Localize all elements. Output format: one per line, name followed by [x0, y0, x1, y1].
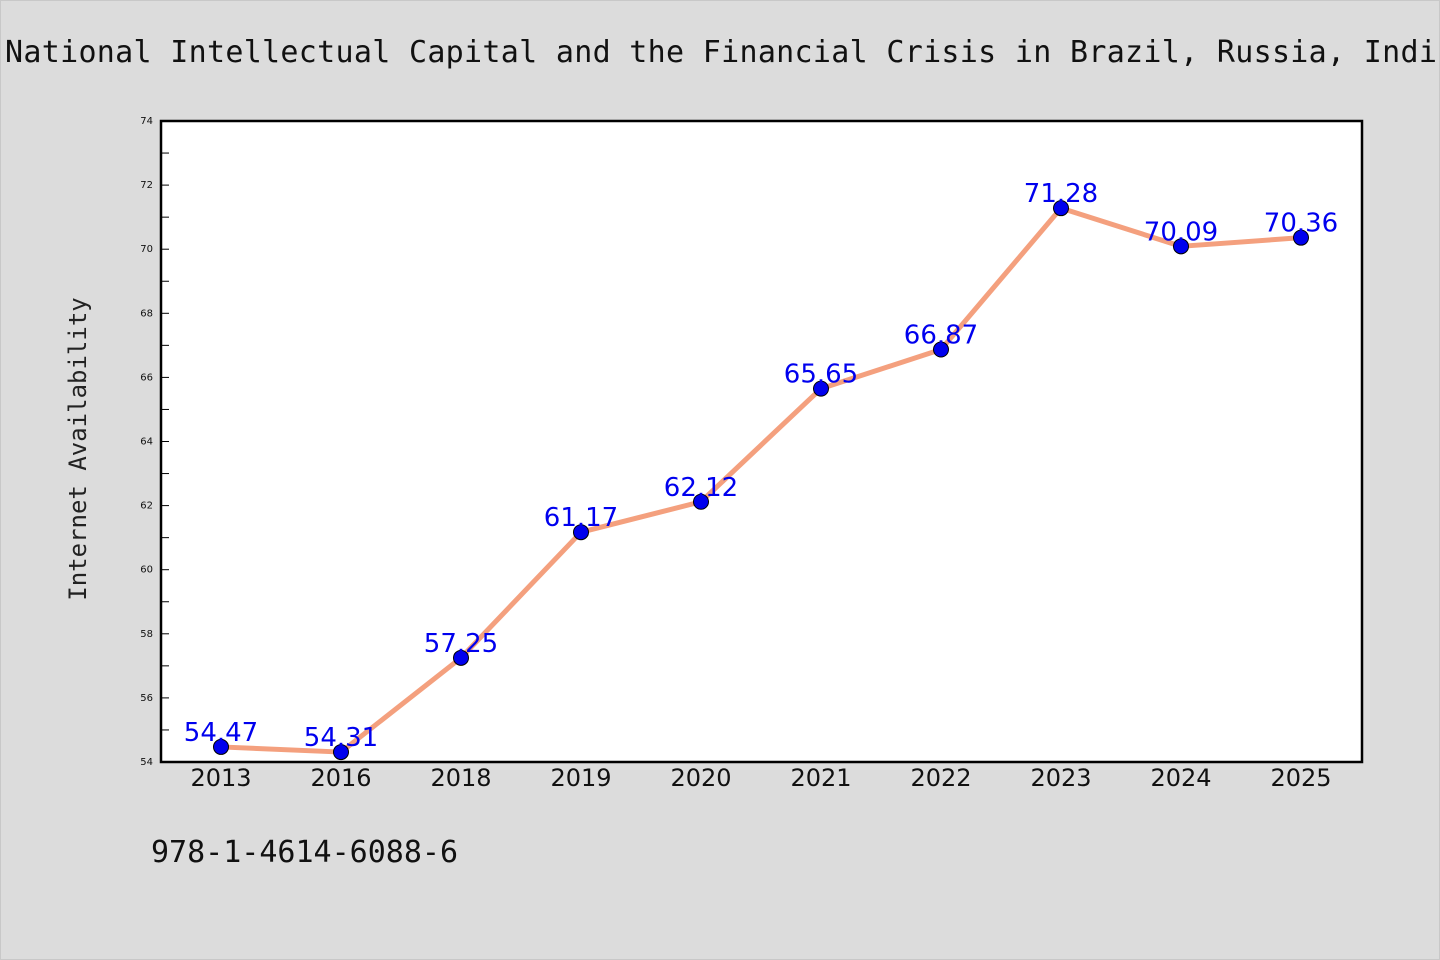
x-tick-label: 2022	[910, 764, 971, 792]
data-label: 57.25	[424, 629, 498, 659]
data-label: 70.09	[1144, 217, 1218, 247]
x-tick-label: 2018	[430, 764, 491, 792]
y-tick-label: 58	[140, 629, 153, 640]
data-point	[933, 341, 949, 358]
x-tick-label: 2016	[310, 764, 371, 792]
data-point	[213, 738, 229, 755]
x-tick-label: 2013	[190, 764, 251, 792]
series-layer: 54.47 54.31 57.25 61.17 62.12 65.65 66.87 71.28…	[184, 179, 1338, 761]
y-tick-label: 56	[140, 693, 153, 704]
y-tick-label: 72	[140, 180, 153, 191]
y-tick-label: 64	[140, 437, 153, 448]
y-tick-label: 54	[140, 757, 153, 768]
x-tick-label: 2025	[1270, 764, 1331, 792]
y-tick-label: 68	[140, 308, 153, 319]
x-tick-label: 2020	[670, 764, 731, 792]
data-point	[1293, 229, 1309, 246]
data-label: 54.31	[304, 723, 378, 753]
x-tick-label: 2021	[790, 764, 851, 792]
data-label: 61.17	[544, 503, 618, 533]
y-tick-label: 74	[140, 116, 153, 127]
data-point	[813, 380, 829, 397]
x-tick-label: 2023	[1030, 764, 1091, 792]
x-tick-label: 2024	[1150, 764, 1211, 792]
data-point	[333, 744, 349, 761]
chart-title: National Intellectual Capital and the Fi…	[5, 35, 1440, 70]
y-axis-label: Internet Availability	[64, 297, 92, 600]
data-label: 62.12	[664, 473, 738, 503]
y-tick-label: 62	[140, 501, 153, 512]
data-label: 70.36	[1264, 209, 1338, 239]
data-label: 65.65	[784, 360, 858, 390]
y-tick-label: 66	[140, 372, 153, 383]
y-axis: 54 56 58 60 62 64 66 68 70 72 74	[140, 116, 169, 768]
y-tick-label: 60	[140, 565, 153, 576]
x-tick-label: 2019	[550, 764, 611, 792]
x-axis: 2013 2016 2018 2019 2020 2021 2022 2023 2024 2025	[190, 764, 1331, 792]
data-point	[693, 493, 709, 510]
data-label: 54.47	[184, 718, 258, 748]
series-line	[218, 205, 1304, 755]
data-point	[1053, 200, 1069, 217]
data-label: 66.87	[904, 321, 978, 351]
data-point	[453, 649, 469, 666]
footer-isbn: 978-1-4614-6088-6	[151, 835, 459, 870]
y-tick-label: 70	[140, 244, 153, 255]
data-point	[1173, 238, 1189, 255]
data-label: 71.28	[1024, 179, 1098, 209]
data-point	[573, 524, 589, 541]
